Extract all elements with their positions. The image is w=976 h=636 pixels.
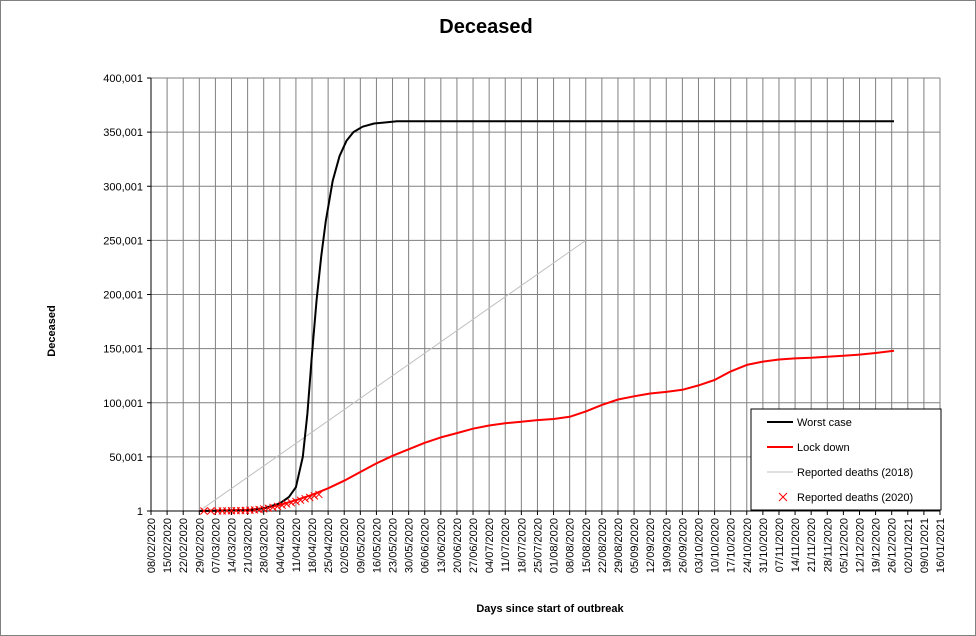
series-reported-deaths-2020	[200, 490, 323, 515]
legend-label: Reported deaths (2018)	[797, 467, 913, 479]
data-point-reported-deaths-2020	[310, 491, 319, 500]
x-tick-label: 25/04/2020	[323, 518, 335, 573]
data-point-reported-deaths-2020	[269, 503, 277, 512]
y-tick-label: 50,001	[109, 452, 143, 464]
data-point-reported-deaths-2020	[287, 498, 296, 507]
x-tick-label: 03/10/2020	[693, 518, 705, 573]
data-point-reported-deaths-2020	[296, 496, 305, 505]
legend-label: Lock down	[797, 442, 850, 454]
x-tick-label: 05/09/2020	[629, 518, 641, 573]
data-point-reported-deaths-2020	[305, 493, 314, 502]
x-tick-label: 29/02/2020	[194, 518, 206, 573]
legend-label: Reported deaths (2020)	[797, 492, 913, 504]
x-tick-label: 14/11/2020	[790, 518, 802, 572]
x-tick-label: 02/01/2021	[903, 518, 915, 573]
legend-swatch	[778, 492, 788, 502]
x-tick-label: 19/12/2020	[871, 518, 883, 573]
legend-item-reported-deaths-2020: Reported deaths (2020)	[778, 492, 913, 504]
x-tick-label: 07/03/2020	[210, 518, 222, 573]
x-tick-label: 25/07/2020	[532, 518, 544, 573]
x-tick-label: 11/07/2020	[500, 518, 512, 572]
x-tick-label: 19/09/2020	[661, 518, 673, 573]
y-tick-label: 150,001	[103, 344, 143, 356]
data-point-reported-deaths-2020	[282, 500, 291, 508]
legend-label: Worst case	[797, 417, 852, 429]
x-tick-label: 05/12/2020	[838, 518, 850, 573]
x-tick-label: 29/08/2020	[613, 518, 625, 573]
x-tick-label: 22/02/2020	[178, 518, 190, 573]
data-point-reported-deaths-2020	[292, 497, 300, 506]
x-tick-label: 08/08/2020	[565, 518, 577, 573]
x-tick-label: 11/04/2020	[291, 518, 303, 572]
x-tick-label: 27/06/2020	[468, 518, 480, 573]
x-tick-label: 12/09/2020	[645, 518, 657, 573]
legend-item-reported-deaths-2018: Reported deaths (2018)	[767, 467, 913, 479]
x-tick-label: 04/07/2020	[484, 518, 496, 573]
x-tick-label: 15/08/2020	[581, 518, 593, 573]
x-tick-label: 07/11/2020	[774, 518, 786, 572]
data-point-reported-deaths-2020	[278, 501, 286, 510]
data-point-reported-deaths-2020	[200, 507, 208, 515]
x-tick-label: 28/03/2020	[259, 518, 271, 573]
data-point-reported-deaths-2020	[301, 494, 309, 503]
legend-box	[750, 408, 942, 511]
x-tick-label: 23/05/2020	[388, 518, 400, 573]
data-point-reported-deaths-2020	[264, 504, 273, 513]
x-tick-label: 26/09/2020	[677, 518, 689, 573]
x-tick-label: 21/03/2020	[243, 518, 255, 573]
data-point-reported-deaths-2020	[273, 502, 282, 511]
x-tick-label: 17/10/2020	[726, 518, 738, 573]
y-tick-label: 400,001	[103, 73, 143, 85]
x-tick-label: 16/01/2021	[935, 518, 947, 573]
data-point-reported-deaths-2020	[315, 490, 323, 499]
x-tick-label: 09/05/2020	[355, 518, 367, 573]
x-tick-label: 20/06/2020	[452, 518, 464, 573]
y-tick-label: 350,001	[103, 127, 143, 139]
chart-title: Deceased	[439, 16, 532, 38]
data-point-reported-deaths-2020	[206, 507, 215, 515]
legend: Worst case Lock down Reported deaths (2018…	[750, 408, 942, 511]
x-tick-label: 26/12/2020	[887, 518, 899, 573]
x-tick-label: 22/08/2020	[597, 518, 609, 573]
x-tick-label: 24/10/2020	[742, 518, 754, 573]
x-tick-label: 06/06/2020	[420, 518, 432, 573]
axes: 08/02/2020 15/02/2020 22/02/2020 29/02/2020…	[103, 73, 947, 573]
x-tick-label: 21/11/2020	[806, 518, 818, 572]
series-line-lock-down	[199, 349, 895, 512]
series-line-reported-deaths-2018	[199, 239, 587, 512]
x-tick-label: 13/06/2020	[436, 518, 448, 573]
series-group	[199, 120, 895, 515]
y-axis-title: Deceased	[46, 305, 58, 356]
legend-item-lock-down: Lock down	[767, 442, 850, 454]
x-tick-label: 16/05/2020	[371, 518, 383, 573]
x-tick-label: 01/08/2020	[549, 518, 561, 573]
x-tick-label: 18/04/2020	[307, 518, 319, 573]
x-tick-label: 09/01/2021	[919, 518, 931, 573]
x-tick-label: 30/05/2020	[404, 518, 416, 573]
legend-item-worst-case: Worst case	[767, 417, 852, 429]
x-tick-label: 14/03/2020	[227, 518, 239, 573]
x-axis-title: Days since start of outbreak	[476, 603, 624, 615]
x-tick-label: 12/12/2020	[854, 518, 866, 573]
x-tick-label: 28/11/2020	[822, 518, 834, 572]
x-tick-label: 10/10/2020	[710, 518, 722, 573]
x-tick-label: 04/04/2020	[275, 518, 287, 573]
y-tick-label: 100,001	[103, 398, 143, 410]
x-tick-label: 08/02/2020	[146, 518, 158, 573]
x-tick-label: 02/05/2020	[339, 518, 351, 573]
x-tick-label: 18/07/2020	[516, 518, 528, 573]
series-line-worst-case	[199, 120, 894, 512]
y-tick-label: 200,001	[103, 290, 143, 302]
y-tick-label: 1	[137, 506, 143, 518]
x-tick-label: 15/02/2020	[162, 518, 174, 573]
y-tick-label: 300,001	[103, 181, 143, 193]
x-tick-label: 31/10/2020	[758, 518, 770, 573]
y-tick-label: 250,001	[103, 235, 143, 247]
